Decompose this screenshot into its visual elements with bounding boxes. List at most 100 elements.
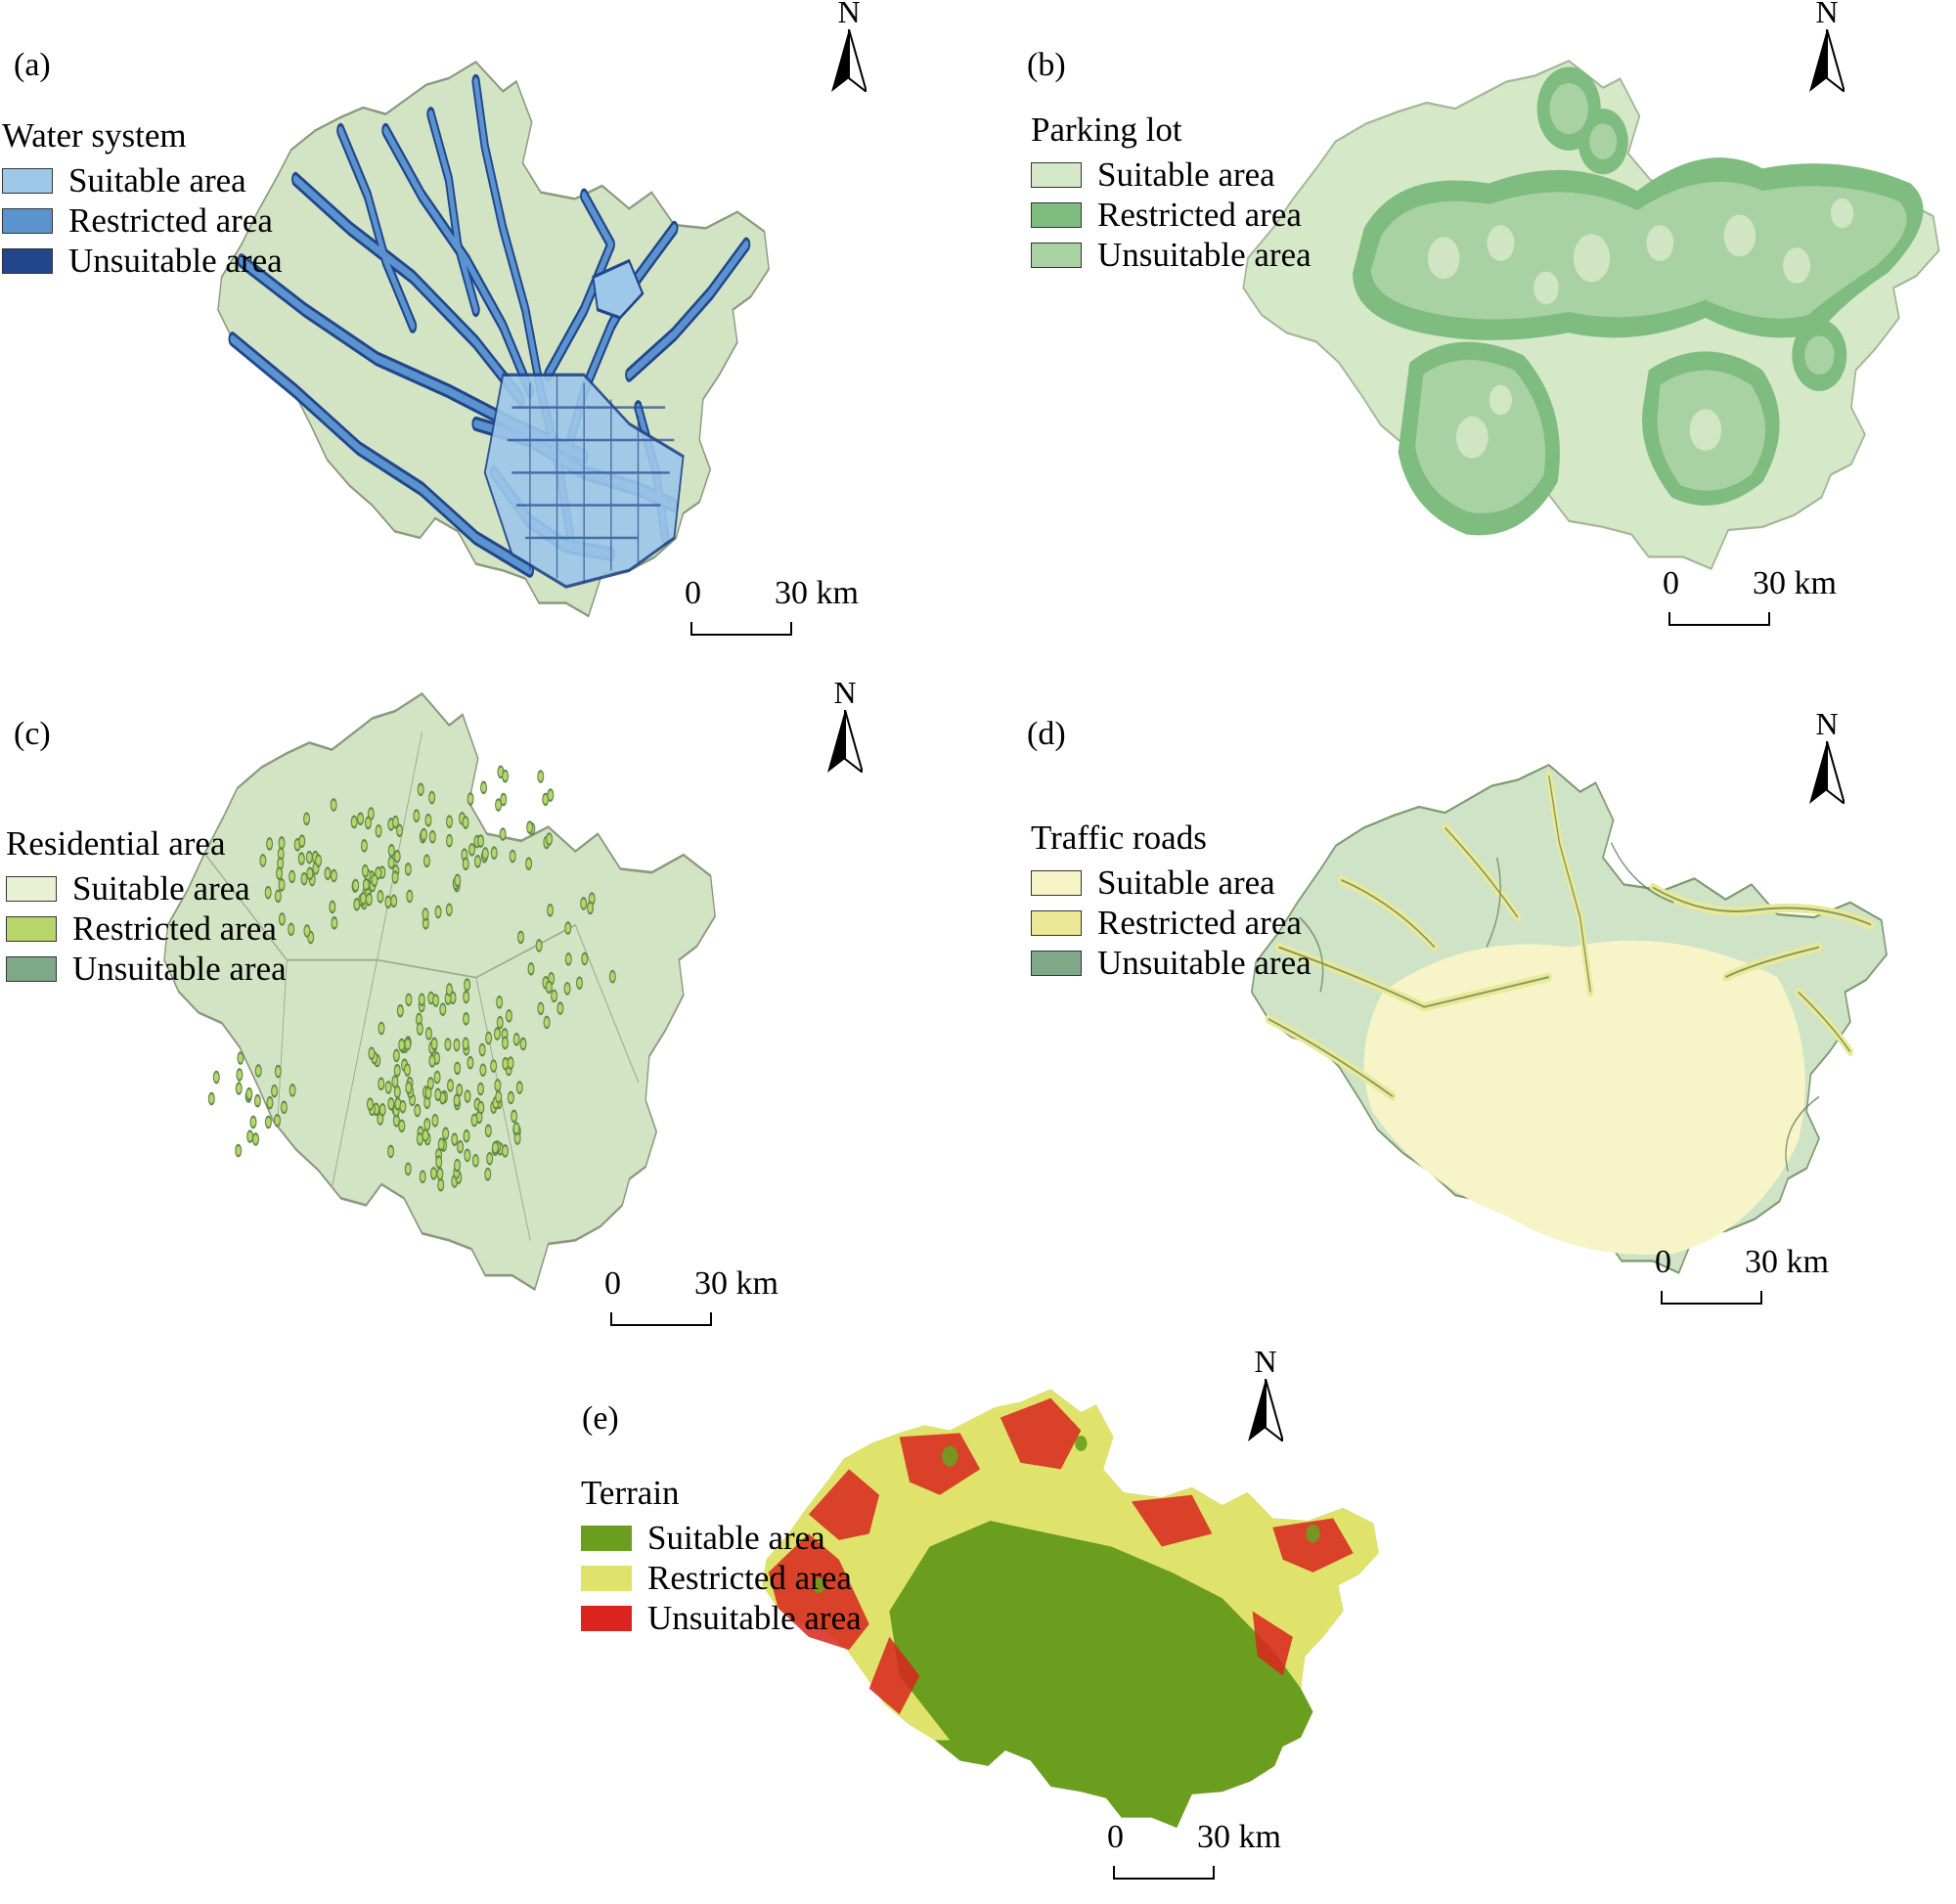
legend-item-unsuitable: Unsuitable area — [6, 949, 287, 989]
residential-buffer — [423, 1118, 431, 1131]
residential-buffer — [266, 1095, 274, 1110]
legend-item-restricted: Restricted area — [6, 908, 287, 949]
residential-buffer — [424, 1086, 432, 1100]
residential-buffer — [297, 852, 305, 865]
residential-buffer — [519, 1037, 527, 1051]
legend-item-suitable: Suitable area — [2, 160, 283, 200]
legend-swatch — [1031, 950, 1082, 976]
residential-buffer — [264, 1115, 272, 1129]
residential-buffer — [526, 820, 534, 834]
residential-buffer — [564, 921, 572, 935]
residential-buffer — [416, 1022, 423, 1036]
north-label: N — [1815, 706, 1839, 741]
residential-buffer — [580, 897, 588, 910]
legend-title: Terrain — [581, 1474, 680, 1512]
scale-line — [1668, 612, 1770, 626]
residential-buffer — [432, 994, 440, 1007]
scale-distance: 30 km — [694, 1265, 778, 1302]
residential-buffer — [359, 891, 367, 906]
residential-buffer — [451, 1132, 459, 1146]
residential-buffer — [303, 812, 311, 826]
residential-buffer — [266, 837, 274, 851]
residential-buffer — [330, 868, 337, 883]
residential-buffer — [445, 833, 453, 848]
residential-buffer — [464, 978, 471, 992]
residential-buffer — [377, 890, 384, 904]
legend-swatch — [6, 875, 57, 902]
legend-item-suitable: Suitable area — [1031, 155, 1311, 195]
legend-swatch — [581, 1605, 632, 1631]
residential-buffer — [422, 854, 430, 868]
residential-buffer — [417, 782, 424, 797]
residential-buffer — [330, 798, 337, 812]
residential-buffer — [364, 816, 372, 830]
residential-buffer — [551, 989, 558, 1003]
residential-buffer — [442, 1127, 450, 1141]
residential-buffer — [431, 1113, 439, 1128]
residential-buffer — [517, 930, 525, 945]
scale-distance: 30 km — [775, 575, 859, 611]
residential-buffer — [505, 1009, 512, 1023]
residential-buffer — [405, 993, 413, 1007]
residential-buffer — [543, 1015, 551, 1030]
residential-buffer — [563, 982, 571, 996]
residential-buffer — [491, 1140, 499, 1155]
panel-tag: (e) — [582, 1400, 619, 1437]
map-terrain — [762, 1389, 1379, 1829]
residential-buffer — [384, 895, 392, 909]
residential-buffer — [237, 1051, 244, 1065]
residential-buffer — [391, 870, 399, 884]
legend-label: Unsuitable area — [1097, 235, 1311, 274]
residential-buffer — [398, 1119, 406, 1133]
residential-buffer — [490, 846, 498, 861]
residential-buffer — [501, 1036, 509, 1050]
residential-buffer — [502, 769, 510, 783]
residential-buffer — [298, 834, 306, 849]
residential-buffer — [422, 1129, 429, 1142]
residential-buffer — [430, 1037, 438, 1051]
residential-buffer — [556, 1001, 564, 1015]
scale-zero: 0 — [1663, 565, 1679, 601]
residential-buffer — [361, 863, 369, 878]
legend-title: Residential area — [6, 824, 226, 863]
residential-buffer — [495, 1089, 503, 1104]
residential-buffer — [509, 849, 516, 863]
north-arrow-icon: N — [1244, 1344, 1287, 1441]
residential-buffer — [464, 1148, 471, 1163]
residential-buffer — [433, 1070, 441, 1085]
residential-buffer — [371, 873, 378, 887]
residential-buffer — [236, 1068, 244, 1082]
legend: Terrain Suitable area Restricted area Un… — [581, 1473, 862, 1638]
residential-buffer — [454, 1061, 462, 1076]
legend: Traffic roads Suitable area Restricted a… — [1031, 818, 1311, 983]
legend-label: Unsuitable area — [68, 241, 283, 280]
residential-buffer — [445, 815, 453, 828]
residential-buffer — [581, 952, 589, 966]
residential-buffer — [608, 969, 616, 984]
residential-buffer — [398, 1038, 406, 1052]
legend-swatch — [6, 915, 57, 942]
legend-swatch — [1031, 909, 1082, 936]
residential-buffer — [396, 823, 404, 838]
residential-buffer — [303, 924, 311, 938]
legend-swatch — [1031, 869, 1082, 896]
north-arrow-icon: N — [1805, 706, 1848, 804]
residential-buffer — [537, 770, 545, 783]
residential-buffer — [280, 1100, 288, 1115]
residential-buffer — [456, 1083, 464, 1097]
residential-buffer — [424, 813, 432, 827]
residential-buffer — [547, 903, 555, 917]
residential-buffer — [324, 866, 332, 880]
residential-buffer — [462, 816, 469, 829]
residential-buffer — [390, 894, 398, 908]
residential-buffer — [274, 889, 282, 904]
scale-distance: 30 km — [1745, 1244, 1829, 1280]
legend-swatch — [2, 167, 53, 194]
residential-buffer — [444, 1038, 452, 1051]
scale-line — [610, 1312, 712, 1326]
residential-buffer — [436, 1167, 444, 1181]
residential-buffer — [496, 996, 504, 1009]
residential-buffer — [471, 1154, 479, 1168]
residential-buffer — [350, 815, 358, 829]
residential-buffer — [463, 1129, 470, 1143]
